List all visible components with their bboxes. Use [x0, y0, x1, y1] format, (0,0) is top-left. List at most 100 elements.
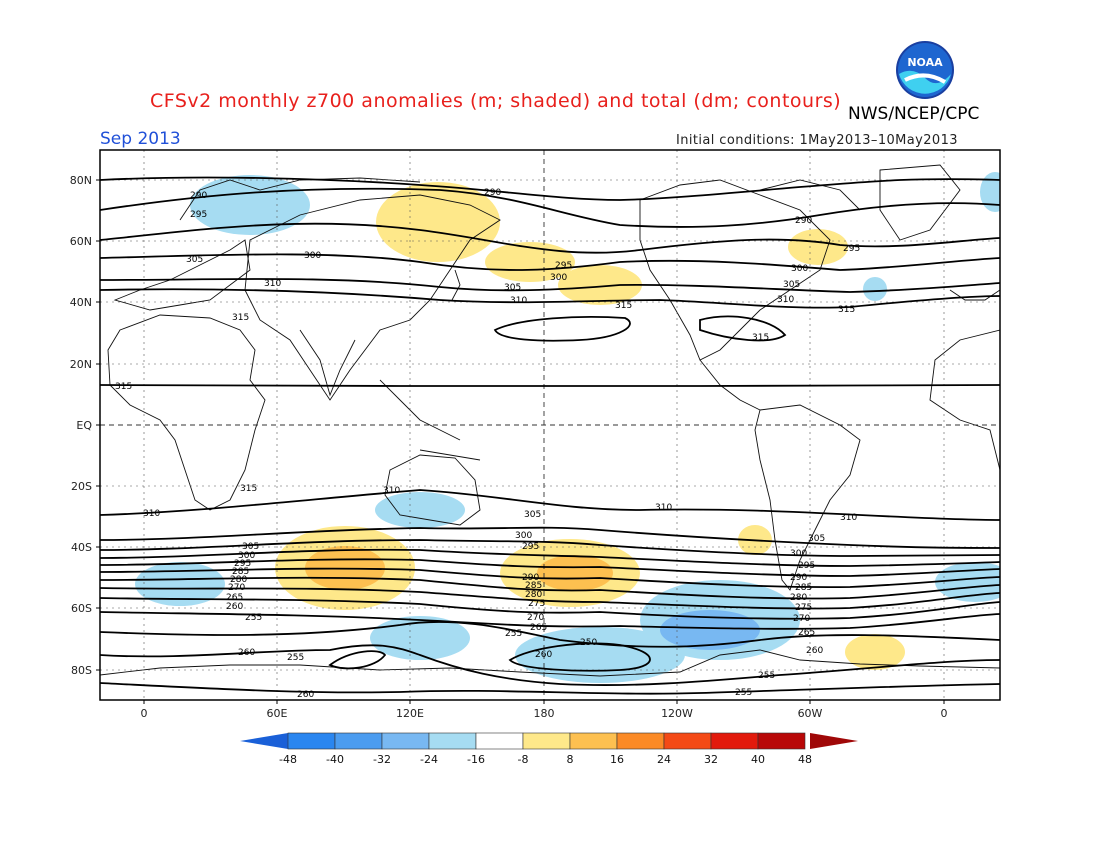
lat-tick-label: 60S — [71, 602, 92, 615]
lat-tick-label: 80S — [71, 664, 92, 677]
lon-tick-label: 60W — [798, 707, 823, 720]
colorbar-label: 48 — [798, 753, 812, 766]
chart-title: CFSv2 monthly z700 anomalies (m; shaded)… — [150, 90, 842, 112]
contour-label: 300 — [238, 551, 255, 561]
contour-label: 290 — [190, 191, 207, 201]
contour-label: 260 — [226, 602, 243, 612]
colorbar: -48 -40 -32 -24 -16 -8 8 16 24 32 40 48 — [240, 732, 858, 766]
contour-label: 310 — [840, 513, 857, 523]
contour-label: 275 — [795, 603, 812, 613]
map-content: 290 295 305 310 315 315 290 300 305 310 … — [100, 150, 1000, 700]
contour-label: 260 — [297, 690, 314, 700]
colorbar-label: 24 — [657, 753, 671, 766]
lon-tick-label: 60E — [267, 707, 288, 720]
lat-tick-label: EQ — [76, 419, 92, 432]
colorbar-label: -32 — [373, 753, 391, 766]
lon-tick-label: 120E — [396, 707, 424, 720]
contour-label: 285 — [232, 567, 249, 577]
contour-label: 255 — [245, 613, 262, 623]
anomaly-positive-region — [558, 265, 642, 305]
anomaly-negative-region — [863, 277, 887, 301]
contour-label: 310 — [655, 503, 672, 513]
contour-label: 315 — [232, 313, 249, 323]
contour-label: 260 — [238, 648, 255, 658]
contour-label: 300 — [791, 264, 808, 274]
contour-label: 270 — [228, 583, 245, 593]
contour-label: 265 — [798, 628, 815, 638]
contour-label: 260 — [535, 650, 552, 660]
contour-label: 305 — [808, 534, 825, 544]
colorbar-box — [616, 732, 665, 750]
colorbar-box — [663, 732, 712, 750]
lon-tick-label: 180 — [534, 707, 555, 720]
contour-label: 295 — [843, 244, 860, 254]
lat-tick-labels: 80N 60N 40N 20N EQ 20S 40S 60S 80S — [70, 174, 93, 677]
colorbar-label: 32 — [704, 753, 718, 766]
colorbar-boxes — [287, 732, 806, 750]
contour-label: 280 — [230, 575, 247, 585]
contour-label: 255 — [735, 688, 752, 698]
colorbar-label: 16 — [610, 753, 624, 766]
month-label: Sep 2013 — [100, 129, 181, 149]
lat-tick-label: 40N — [70, 296, 92, 309]
contour-label: 315 — [615, 301, 632, 311]
colorbar-label: -16 — [467, 753, 485, 766]
contour-label: 305 — [524, 510, 541, 520]
contour-label: 290 — [484, 188, 501, 198]
contour-label: 290 — [790, 573, 807, 583]
lon-tick-label: 0 — [141, 707, 148, 720]
colorbar-box — [334, 732, 383, 750]
contour-label: 255 — [287, 653, 304, 663]
anomaly-negative-region — [980, 172, 1000, 212]
contour-label: 295 — [190, 210, 207, 220]
colorbar-label: -8 — [518, 753, 529, 766]
contour-label: 285 — [525, 581, 542, 591]
colorbar-box — [381, 732, 430, 750]
colorbar-right-arrow — [810, 733, 858, 749]
coastlines — [100, 164, 1000, 677]
anomaly-negative-region — [190, 175, 310, 235]
lat-tick-label: 80N — [70, 174, 92, 187]
anomaly-positive-region — [485, 242, 575, 282]
contour-label: 280 — [790, 593, 807, 603]
contour-label: 310 — [143, 509, 160, 519]
lon-tick-labels: 0 60E 120E 180 120W 60W 0 — [141, 707, 948, 720]
initial-conditions-label: Initial conditions: 1May2013–10May2013 — [676, 133, 958, 148]
colorbar-box — [428, 732, 477, 750]
contour-label: 285 — [795, 583, 812, 593]
contour-label: 315 — [240, 484, 257, 494]
anomaly-positive-region — [537, 555, 613, 591]
contour-label: 270 — [527, 613, 544, 623]
colorbar-box — [522, 732, 571, 750]
contour-label: 250 — [580, 638, 597, 648]
contour-label: 305 — [783, 280, 800, 290]
contour-label: 265 — [226, 593, 243, 603]
anomaly-positive-region — [845, 634, 905, 670]
colorbar-label: 8 — [567, 753, 574, 766]
contour-label: 280 — [525, 590, 542, 600]
lon-tick-label: 120W — [661, 707, 693, 720]
contour-label: 300 — [550, 273, 567, 283]
contour-label: 260 — [806, 646, 823, 656]
contour-label: 275 — [528, 599, 545, 609]
colorbar-box — [757, 732, 806, 750]
contour-label: 305 — [186, 255, 203, 265]
colorbar-left-arrow — [240, 733, 288, 749]
anomaly-negative-region — [660, 610, 760, 650]
colorbar-box — [569, 732, 618, 750]
colorbar-label: -48 — [279, 753, 297, 766]
contour-label: 310 — [264, 279, 281, 289]
colorbar-box — [710, 732, 759, 750]
contour-label: 300 — [790, 549, 807, 559]
anomaly-negative-region — [135, 562, 225, 606]
anomaly-positive-region — [788, 229, 848, 265]
contour-label: 290 — [522, 573, 539, 583]
contour-label: 265 — [530, 623, 547, 633]
lat-tick-label: 20S — [71, 480, 92, 493]
contour-label: 315 — [752, 333, 769, 343]
contour-labels: 290 295 305 310 315 315 290 300 305 310 … — [115, 188, 860, 700]
logo-text: NOAA — [907, 56, 943, 69]
lat-tick-label: 40S — [71, 541, 92, 554]
contour-label: 295 — [798, 561, 815, 571]
